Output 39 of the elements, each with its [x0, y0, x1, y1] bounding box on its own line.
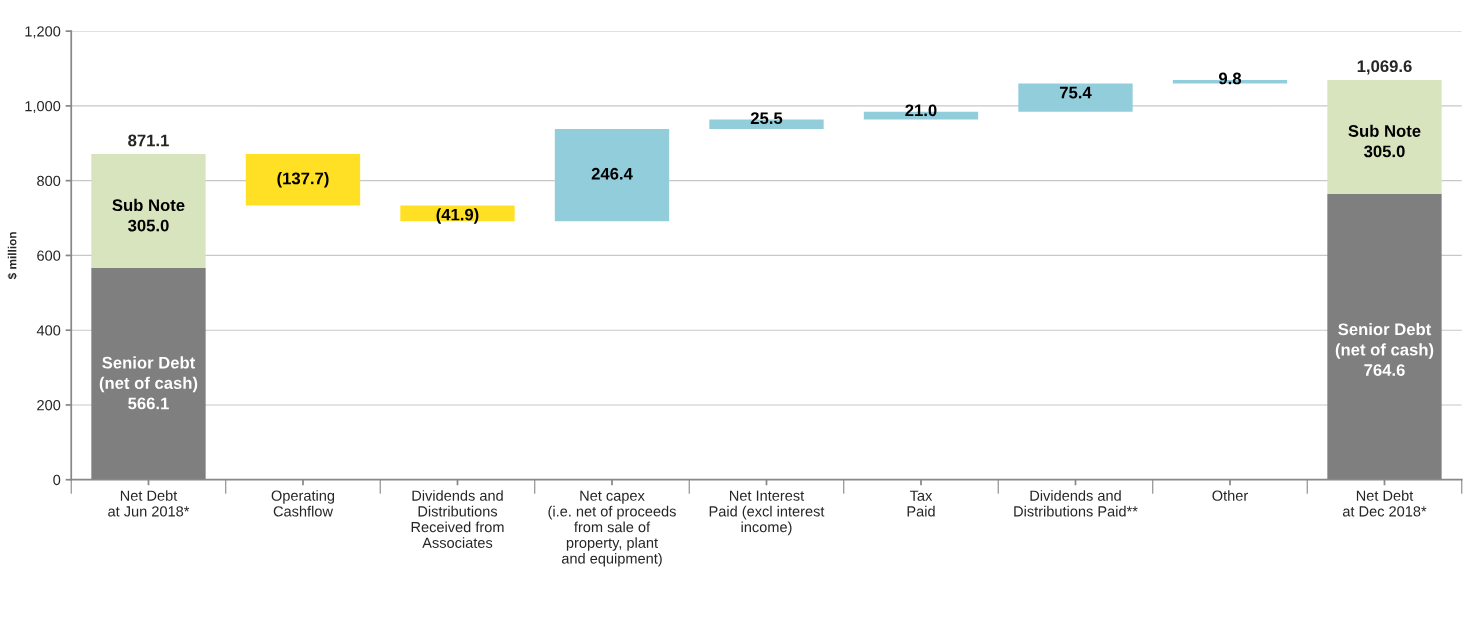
bar — [245, 154, 361, 206]
x-tick-label: Net Debt at Jun 2018* — [108, 490, 190, 517]
series-label: Senior Debt (net of cash) — [1335, 322, 1434, 359]
y-tick-label: 400 — [36, 325, 61, 336]
y-tick-label: 1,200 — [25, 26, 61, 39]
bar — [554, 129, 670, 222]
data-label: 764.6 — [1364, 364, 1405, 376]
data-label: (41.9) — [436, 208, 479, 224]
text: Sub Note — [1348, 124, 1421, 137]
x-tick-label: Net capex (i.e. net of proceeds from sale of property, plant and equipment) — [548, 490, 676, 567]
y-tick-label: 800 — [37, 175, 61, 187]
x-tick-label: Other — [1212, 490, 1248, 501]
y-tick-label: 1,000 — [25, 101, 61, 114]
data-label: 75.4 — [1059, 86, 1092, 99]
data-label: 305.0 — [1364, 145, 1405, 158]
x-tick-label: Net Debt at Dec 2018* — [1342, 490, 1427, 517]
bar — [1018, 83, 1133, 112]
total-label: 871.1 — [128, 134, 169, 147]
data-label: 305.0 — [128, 219, 169, 232]
bar — [91, 154, 206, 269]
x-tick-label: Tax Paid — [907, 490, 935, 517]
data-label: 25.5 — [750, 112, 783, 125]
series-label: Sub Note — [112, 198, 185, 212]
y-axis-title: $ million — [7, 232, 18, 280]
data-label: (137.7) — [277, 172, 329, 188]
x-tick-label: Net Interest Paid (excl interest income) — [709, 490, 825, 536]
x-tick-label: Dividends and Distributions Paid** — [1014, 490, 1138, 517]
y-tick-label: 600 — [37, 250, 61, 261]
data-label: 21.0 — [905, 104, 937, 117]
data-label: 9.8 — [1218, 72, 1242, 85]
data-label: 566.1 — [128, 397, 169, 410]
data-label: 246.4 — [591, 167, 633, 180]
text: Senior Debt (net of cash) — [99, 356, 198, 393]
bar — [1327, 79, 1442, 194]
x-tick-label: Operating Cashflow — [271, 490, 335, 517]
x-tick-label: Dividends and Distributions Received from Associates — [411, 490, 504, 548]
total-label: 1,069.6 — [1357, 60, 1412, 75]
y-tick-label: 0 — [53, 474, 61, 486]
y-tick-label: 200 — [37, 400, 61, 411]
